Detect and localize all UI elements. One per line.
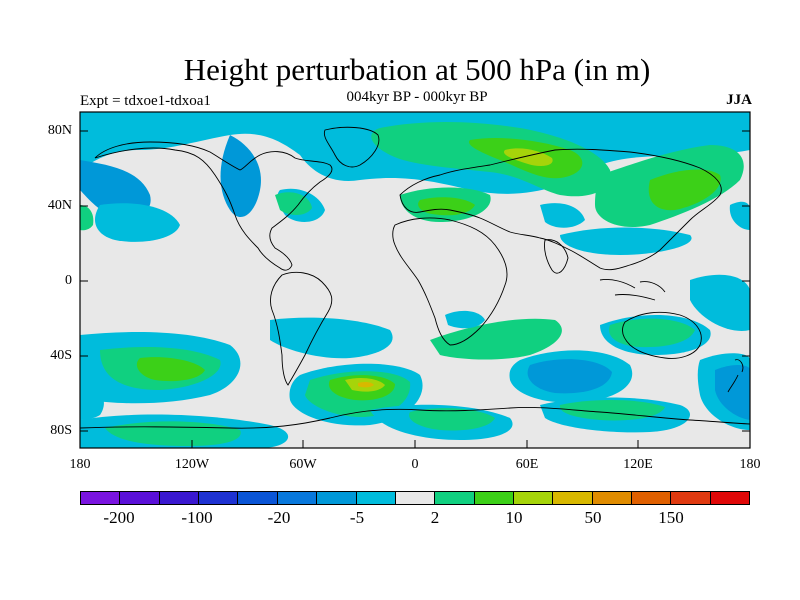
lon-label: 180 [69,457,91,472]
chart-title: Height perturbation at 500 hPa (in m) [183,52,651,87]
colorbar-cell [356,492,396,504]
coastline-north-america [94,141,333,271]
coastlines [80,126,750,429]
colorbar-cell [474,492,514,504]
contour-region [418,197,475,216]
lat-label: 0 [65,273,72,288]
contour-region [275,192,312,215]
coastline-se-asia [599,279,666,301]
contour-region [80,205,94,231]
contour-region [220,135,261,218]
lon-label: 120W [174,457,210,472]
colorbar-tick-label: -200 [103,508,135,527]
coastline-eurasia [399,148,722,271]
colorbar-tick-label: 10 [505,508,523,527]
contour-region [409,408,495,431]
contour-region [715,365,750,420]
colorbar-cell [632,492,672,504]
contour-region [527,359,612,394]
colorbar-cell [277,492,318,504]
colorbar-cell [395,492,436,504]
colorbar-cell [238,492,278,504]
axis-ticks [79,130,751,448]
colorbar-cell [435,492,475,504]
colorbar-tick-label: -20 [267,508,291,527]
colorbar-tick-label: 50 [584,508,602,527]
colorbar [80,491,750,505]
coastline-india [544,239,569,274]
colorbar-cell [199,492,239,504]
contour-region [95,203,180,242]
period-label: 004kyr BP - 000kyr BP [346,89,488,105]
lon-label: 0 [411,457,419,472]
coastline-antarctica [80,407,750,429]
lon-label: 120E [623,457,653,472]
contour-region [560,227,692,255]
colorbar-tick-label: 2 [430,508,440,527]
contour-region [445,310,485,329]
experiment-label: Expt = tdxoe1-tdxoa1 [80,93,211,109]
contour-region [270,317,393,359]
lon-label: 60W [289,457,317,472]
lat-label: 80N [47,123,72,138]
colorbar-cell [671,492,711,504]
colorbar-cell [553,492,593,504]
contour-region [358,381,374,388]
colorbar-cell [159,492,200,504]
contour-region [609,318,695,348]
coastline-australia [622,311,702,359]
coastline-south-america [270,271,333,386]
contour-region [690,274,750,331]
contour-region [136,357,205,382]
season-label: JJA [726,92,752,108]
contour-region [729,201,750,230]
colorbar-cell [317,492,357,504]
lon-label: 180 [739,457,761,472]
colorbar-tick-label: -5 [349,508,365,527]
lat-label: 40S [50,348,72,363]
coastline-africa [392,217,508,346]
colorbar-tick-label: 150 [658,508,684,527]
lat-label: 80S [50,423,72,438]
contour-region [648,169,721,211]
colorbar-cell [120,492,160,504]
contour-region [430,318,562,360]
colorbar-cell [513,492,554,504]
colorbar-cell [592,492,633,504]
lat-label: 40N [47,198,72,213]
lon-label: 60E [515,457,539,472]
contour-region [540,203,585,228]
coastline-greenland [323,126,380,168]
contour-field [80,112,750,448]
colorbar-cell [81,492,121,504]
coastline-new-zealand [727,359,744,393]
colorbar-tick-label: -100 [181,508,213,527]
contour-region [80,380,104,420]
colorbar-cell [710,492,750,504]
